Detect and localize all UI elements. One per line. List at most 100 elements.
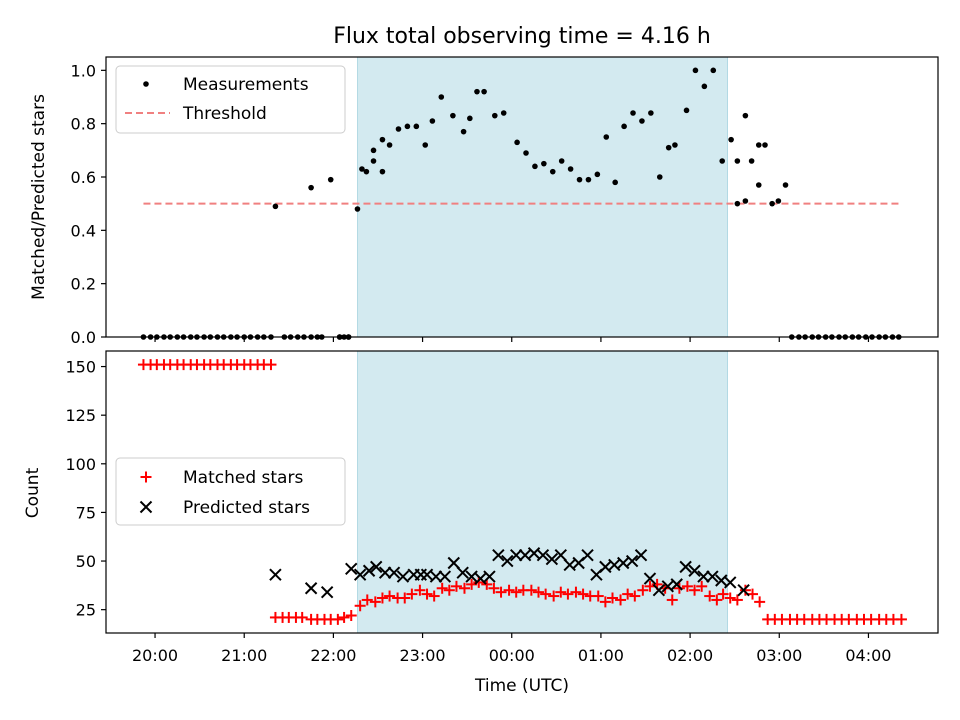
measurement-point: [523, 150, 529, 156]
measurement-point: [769, 200, 775, 207]
matched-star-marker: [562, 588, 574, 600]
measurement-point: [532, 163, 538, 170]
x-tick-label: 21:00: [221, 646, 267, 665]
predicted-star-marker: [438, 570, 452, 583]
matched-star-marker: [466, 578, 478, 590]
matched-star-marker: [599, 596, 611, 608]
matched-star-marker: [510, 586, 522, 598]
predicted-star-marker-b: [581, 548, 594, 562]
top-y-tick-label: 0.2: [71, 275, 96, 294]
matched-star-marker: [338, 611, 350, 623]
matched-star-marker: [548, 590, 560, 602]
top-y-tick-label: 0.4: [71, 221, 96, 240]
predicted-star-marker-b: [345, 562, 358, 576]
matched-star-marker: [345, 609, 357, 621]
predicted-star-marker: [536, 548, 550, 562]
measurement-point: [692, 67, 699, 74]
measurement-point: [775, 198, 782, 204]
matched-star-marker: [503, 584, 515, 596]
measurement-point: [354, 206, 361, 212]
predicted-star-marker-b: [369, 560, 383, 574]
matched-star-marker: [711, 594, 723, 606]
matched-star-marker: [895, 613, 907, 625]
measurement-point: [665, 144, 672, 151]
measurement-point: [734, 158, 741, 164]
measurement-point: [755, 182, 762, 188]
measurement-point: [413, 123, 420, 130]
matched-star-marker: [689, 584, 701, 596]
predicted-star-marker-b: [697, 570, 710, 583]
predicted-star-marker: [737, 584, 750, 597]
legend-predicted-marker-b: [139, 500, 153, 514]
matched-star-marker: [666, 594, 678, 606]
measurement-point: [460, 128, 467, 135]
bottom-axes-frame: [105, 350, 939, 634]
predicted-star-marker-b: [536, 548, 550, 562]
measurement-point: [648, 110, 654, 116]
measurement-point: [359, 166, 365, 172]
predicted-star-marker: [581, 548, 594, 562]
predicted-star-marker: [447, 556, 460, 570]
predicted-star-marker: [625, 554, 639, 568]
measurement-point: [549, 168, 556, 175]
measurement-point: [734, 200, 741, 207]
matched-star-marker: [332, 613, 344, 625]
measurement-point: [481, 88, 487, 95]
matched-star-marker: [265, 359, 277, 371]
predicted-star-marker-b: [320, 585, 334, 599]
matched-star-marker: [458, 582, 470, 594]
matched-star-marker: [615, 594, 627, 606]
predicted-star-marker-b: [429, 570, 443, 583]
predicted-star-marker-b: [362, 564, 376, 577]
matched-star-marker: [724, 592, 736, 604]
predicted-star-marker: [304, 582, 318, 595]
legend-matched-label: Matched stars: [183, 468, 303, 488]
matched-star-marker: [532, 586, 544, 598]
matched-star-marker: [555, 586, 567, 598]
predicted-star-marker-b: [724, 576, 737, 589]
predicted-star-marker: [679, 560, 692, 574]
measurement-point: [576, 176, 583, 183]
measurement-point: [422, 142, 429, 148]
predicted-star-marker-b: [304, 582, 318, 595]
predicted-star-marker-b: [652, 584, 666, 597]
matched-star-marker: [629, 590, 641, 602]
matched-star-marker: [376, 592, 388, 604]
predicted-star-marker: [378, 566, 392, 579]
matched-star-marker: [570, 586, 582, 598]
predicted-star-marker: [492, 548, 505, 562]
measurement-point: [683, 107, 690, 114]
predicted-star-marker-b: [353, 568, 367, 581]
matched-star-marker: [739, 584, 751, 596]
top-y-tick-label: 0.0: [71, 328, 96, 347]
predicted-star-marker: [353, 568, 367, 581]
predicted-star-marker-b: [634, 548, 648, 562]
x-tick-label: 04:00: [845, 646, 891, 665]
matched-star-marker: [369, 596, 381, 608]
predicted-star-marker-b: [387, 566, 401, 579]
matched-star-marker: [361, 594, 373, 606]
predicted-star-marker: [387, 566, 401, 579]
predicted-star-marker-b: [492, 548, 505, 562]
predicted-star-marker-b: [643, 572, 657, 585]
matched-star-marker: [296, 611, 308, 623]
matched-star-marker: [525, 584, 537, 596]
x-tick-label: 20:00: [132, 646, 178, 665]
measurement-point: [567, 166, 574, 172]
x-tick-label: 01:00: [578, 646, 624, 665]
top-y-tick-label: 1.0: [71, 61, 96, 80]
matched-star-marker: [592, 590, 604, 602]
measurement-point: [742, 112, 749, 119]
chart-title: Flux total observing time = 4.16 h: [333, 24, 711, 49]
top-y-tick-label: 0.8: [71, 115, 96, 134]
predicted-star-marker-b: [456, 566, 469, 579]
matched-star-marker: [399, 592, 411, 604]
x-tick-label: 00:00: [489, 646, 535, 665]
measurement-point: [603, 134, 610, 140]
measurement-point: [272, 203, 279, 210]
measurement-point: [755, 142, 762, 148]
predicted-star-marker-b: [509, 548, 523, 562]
bottom-legend-box: [115, 457, 346, 526]
matched-star-marker: [450, 580, 462, 592]
predicted-star-marker: [509, 548, 523, 562]
